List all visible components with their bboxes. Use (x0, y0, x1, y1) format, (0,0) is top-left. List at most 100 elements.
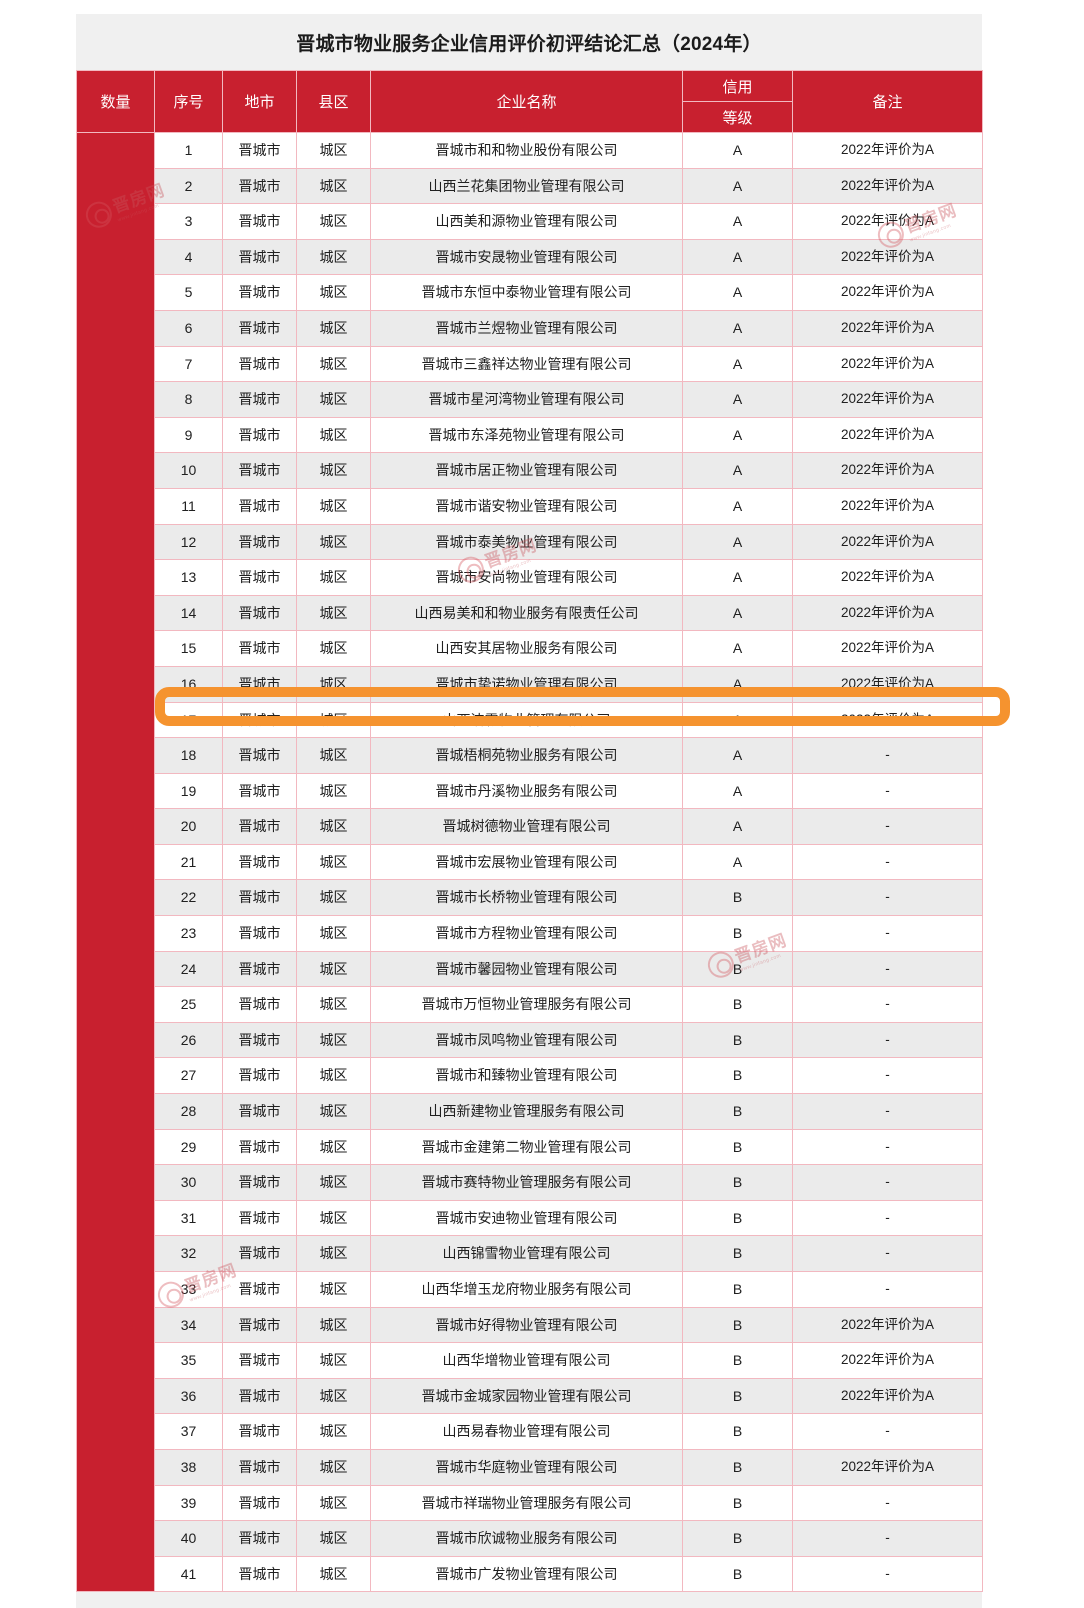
cell-note: - (792, 1413, 983, 1450)
cell-grade: B (682, 915, 793, 952)
cell-company: 晋城市金建第二物业管理有限公司 (370, 1128, 683, 1166)
cell-county: 城区 (296, 1377, 371, 1415)
cell-county: 城区 (296, 950, 371, 988)
cell-city: 晋城市 (222, 309, 297, 347)
cell-note: - (792, 1057, 983, 1095)
cell-county: 城区 (296, 238, 371, 276)
cell-city: 晋城市 (222, 1093, 297, 1130)
cell-grade: A (682, 559, 793, 596)
cell-city: 晋城市 (222, 843, 297, 881)
cell-seq: 12 (154, 523, 223, 561)
cell-city: 晋城市 (222, 1021, 297, 1059)
cell-county: 城区 (296, 1021, 371, 1059)
cell-city: 晋城市 (222, 1199, 297, 1237)
table-row: 24 晋城市 城区 晋城市馨园物业管理有限公司 B - (77, 950, 983, 988)
cell-company: 晋城市华庭物业管理有限公司 (370, 1448, 683, 1486)
cell-county: 城区 (296, 808, 371, 845)
table-row: 25 晋城市 城区 晋城市万恒物业管理服务有限公司 B - (77, 986, 983, 1023)
credit-evaluation-table: 数量 序号 地市 县区 企业名称 信用 备注 等级 1 晋城市 城区 晋城市和和物业股… (76, 70, 983, 1593)
cell-grade: B (682, 1520, 793, 1557)
cell-note: 2022年评价为A (792, 665, 983, 703)
cell-county: 城区 (296, 1128, 371, 1166)
column-header-city: 地市 (222, 70, 297, 133)
column-header-company: 企业名称 (370, 70, 683, 133)
header-row-secondary: 等级 (77, 101, 983, 133)
table-row: 35 晋城市 城区 山西华增物业管理有限公司 B 2022年评价为A (77, 1342, 983, 1379)
cell-note: 2022年评价为A (792, 594, 983, 632)
cell-grade: B (682, 986, 793, 1023)
cell-note: 2022年评价为A (792, 345, 983, 383)
cell-county: 城区 (296, 345, 371, 383)
header-row: 数量 序号 地市 县区 企业名称 信用 备注 (76, 70, 983, 133)
cell-city: 晋城市 (222, 523, 297, 561)
cell-grade: A (682, 132, 793, 169)
cell-seq: 29 (154, 1128, 223, 1166)
cell-county: 城区 (296, 1520, 371, 1557)
cell-note: - (792, 1520, 983, 1557)
cell-company: 晋城市泰美物业管理有限公司 (370, 523, 683, 561)
cell-company: 山西华增玉龙府物业服务有限公司 (370, 1271, 683, 1308)
cell-city: 晋城市 (222, 1448, 297, 1486)
cell-county: 城区 (296, 1199, 371, 1237)
cell-seq: 18 (154, 737, 223, 774)
column-header-note: 备注 (792, 70, 983, 133)
cell-note: - (792, 1128, 983, 1166)
cell-grade: B (682, 1413, 793, 1450)
cell-county: 城区 (296, 772, 371, 810)
cell-note: - (792, 1093, 983, 1130)
cell-grade: B (682, 1235, 793, 1272)
cell-county: 城区 (296, 523, 371, 561)
cell-note: 2022年评价为A (792, 274, 983, 311)
cell-note: 2022年评价为A (792, 1306, 983, 1344)
cell-company: 晋城市星河湾物业管理有限公司 (370, 381, 683, 418)
table-row: 30 晋城市 城区 晋城市赛特物业管理服务有限公司 B - (77, 1164, 983, 1201)
page-title: 晋城市物业服务企业信用评价初评结论汇总（2024年） (296, 33, 762, 55)
cell-county: 城区 (296, 986, 371, 1023)
cell-grade: A (682, 665, 793, 703)
cell-seq: 25 (154, 986, 223, 1023)
cell-note: - (792, 772, 983, 810)
cell-seq: 22 (154, 879, 223, 917)
cell-company: 晋城市兰煜物业管理有限公司 (370, 309, 683, 347)
cell-grade: B (682, 1199, 793, 1237)
table-head: 数量 序号 地市 县区 企业名称 信用 备注 等级 (76, 70, 983, 133)
cell-seq: 27 (154, 1057, 223, 1095)
table-row: 8 晋城市 城区 晋城市星河湾物业管理有限公司 A 2022年评价为A (77, 381, 983, 418)
cell-seq: 33 (154, 1271, 223, 1308)
cell-company: 晋城市宏展物业管理有限公司 (370, 843, 683, 881)
table-row: 34 晋城市 城区 晋城市好得物业管理有限公司 B 2022年评价为A (77, 1306, 983, 1344)
cell-note: 2022年评价为A (792, 523, 983, 561)
table-row: 31 晋城市 城区 晋城市安迪物业管理有限公司 B - (77, 1199, 983, 1237)
cell-grade: A (682, 808, 793, 845)
table-row: 19 晋城市 城区 晋城市丹溪物业服务有限公司 A - (77, 772, 983, 810)
table-row: 20 晋城市 城区 晋城树德物业管理有限公司 A - (77, 808, 983, 845)
cell-grade: A (682, 203, 793, 240)
table-row: 27 晋城市 城区 晋城市和臻物业管理有限公司 B - (77, 1057, 983, 1095)
cell-note: - (792, 1021, 983, 1059)
cell-company: 山西美和源物业管理有限公司 (370, 203, 683, 240)
cell-grade: B (682, 1271, 793, 1308)
cell-seq: 13 (154, 559, 223, 596)
cell-city: 晋城市 (222, 1271, 297, 1308)
quantity-merged-cell (76, 131, 155, 1593)
cell-city: 晋城市 (222, 879, 297, 917)
cell-company: 晋城市长桥物业管理有限公司 (370, 879, 683, 917)
cell-company: 晋城市安晟物业管理有限公司 (370, 238, 683, 276)
cell-note: 2022年评价为A (792, 452, 983, 489)
cell-city: 晋城市 (222, 1377, 297, 1415)
cell-seq: 23 (154, 915, 223, 952)
cell-county: 城区 (296, 1271, 371, 1308)
table-row: 32 晋城市 城区 山西锦雪物业管理有限公司 B - (77, 1235, 983, 1272)
cell-grade: B (682, 1342, 793, 1379)
cell-grade: B (682, 1093, 793, 1130)
cell-city: 晋城市 (222, 238, 297, 276)
column-header-county: 县区 (296, 70, 371, 133)
document-title-bar: 晋城市物业服务企业信用评价初评结论汇总（2024年） (76, 14, 982, 70)
cell-county: 城区 (296, 1484, 371, 1522)
cell-note: 2022年评价为A (792, 381, 983, 418)
cell-city: 晋城市 (222, 1520, 297, 1557)
cell-seq: 40 (154, 1520, 223, 1557)
cell-seq: 37 (154, 1413, 223, 1450)
cell-company: 晋城市馨园物业管理有限公司 (370, 950, 683, 988)
cell-grade: A (682, 523, 793, 561)
